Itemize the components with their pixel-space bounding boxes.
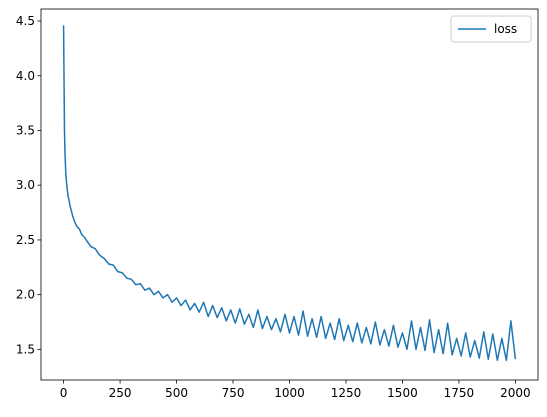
x-tick-label: 2000: [500, 386, 531, 400]
x-tick-label: 750: [222, 386, 245, 400]
x-tick-label: 500: [165, 386, 188, 400]
x-tick-label: 1250: [331, 386, 362, 400]
legend-box: [450, 15, 532, 43]
y-tick-label: 3.5: [16, 123, 35, 137]
x-tick-label: 1750: [444, 386, 475, 400]
y-tick-label: 2.0: [16, 288, 35, 302]
axes-frame: [40, 8, 539, 381]
y-tick-label: 2.5: [16, 233, 35, 247]
x-tick-label: 250: [109, 386, 132, 400]
y-tick-label: 3.0: [16, 178, 35, 192]
y-tick-label: 4.0: [16, 69, 35, 83]
x-tick-label: 1500: [387, 386, 418, 400]
loss-line: [62, 25, 517, 362]
y-tick-label: 4.5: [16, 14, 35, 28]
legend-label: loss: [494, 22, 517, 36]
y-tick-label: 1.5: [16, 342, 35, 356]
x-tick-label: 1000: [274, 386, 305, 400]
x-tick-label: 0: [60, 386, 68, 400]
